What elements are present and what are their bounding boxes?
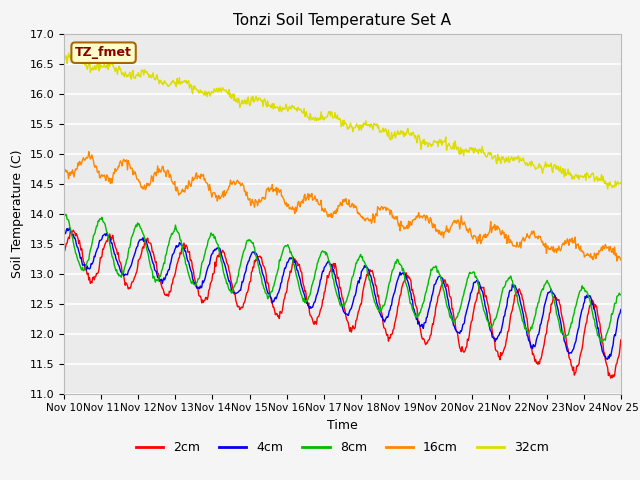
16cm xyxy=(70,174,78,180)
Y-axis label: Soil Temperature (C): Soil Temperature (C) xyxy=(11,149,24,278)
4cm xyxy=(71,235,79,241)
8cm xyxy=(61,211,69,217)
8cm xyxy=(617,292,625,298)
2cm xyxy=(214,252,222,258)
8cm xyxy=(598,340,605,346)
Line: 16cm: 16cm xyxy=(64,152,621,261)
32cm xyxy=(60,49,68,55)
8cm xyxy=(128,233,136,239)
32cm xyxy=(410,132,418,138)
2cm xyxy=(60,247,68,252)
Title: Tonzi Soil Temperature Set A: Tonzi Soil Temperature Set A xyxy=(234,13,451,28)
Text: TZ_fmet: TZ_fmet xyxy=(75,46,132,59)
8cm xyxy=(411,312,419,318)
Line: 4cm: 4cm xyxy=(64,228,621,359)
4cm xyxy=(65,225,73,231)
32cm xyxy=(604,186,611,192)
8cm xyxy=(185,272,193,277)
32cm xyxy=(184,79,192,84)
4cm xyxy=(214,246,222,252)
4cm xyxy=(617,307,625,312)
Legend: 2cm, 4cm, 8cm, 16cm, 32cm: 2cm, 4cm, 8cm, 16cm, 32cm xyxy=(131,436,554,459)
32cm xyxy=(214,87,221,93)
Line: 32cm: 32cm xyxy=(64,52,621,189)
16cm xyxy=(613,258,621,264)
16cm xyxy=(214,194,222,200)
32cm xyxy=(70,51,78,57)
4cm xyxy=(604,356,611,362)
Line: 8cm: 8cm xyxy=(64,214,621,343)
2cm xyxy=(71,229,79,235)
16cm xyxy=(411,216,419,222)
16cm xyxy=(128,166,136,171)
16cm xyxy=(185,178,193,184)
4cm xyxy=(411,310,419,316)
16cm xyxy=(617,257,625,263)
2cm xyxy=(411,298,419,304)
32cm xyxy=(127,76,135,82)
2cm xyxy=(70,227,77,233)
8cm xyxy=(71,246,79,252)
2cm xyxy=(617,337,625,343)
2cm xyxy=(185,249,193,255)
4cm xyxy=(185,259,193,265)
2cm xyxy=(607,375,614,381)
2cm xyxy=(428,332,435,338)
4cm xyxy=(128,259,136,265)
16cm xyxy=(85,149,93,155)
X-axis label: Time: Time xyxy=(327,419,358,432)
4cm xyxy=(428,298,435,304)
32cm xyxy=(617,180,625,185)
16cm xyxy=(428,216,435,222)
32cm xyxy=(426,142,434,147)
2cm xyxy=(128,279,136,285)
16cm xyxy=(60,164,68,169)
4cm xyxy=(60,233,68,239)
8cm xyxy=(214,242,222,248)
8cm xyxy=(60,214,68,220)
8cm xyxy=(428,266,435,272)
Line: 2cm: 2cm xyxy=(64,230,621,378)
